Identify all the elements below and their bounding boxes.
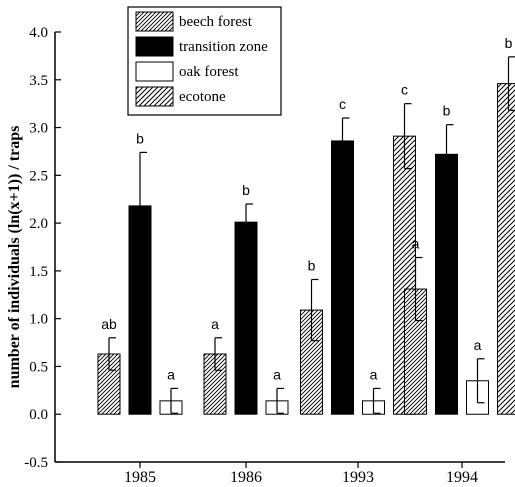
x-tick-label: 1994 [446, 469, 478, 486]
significance-label: ab [101, 316, 117, 332]
legend-label: transition zone [179, 39, 268, 55]
significance-label: a [412, 236, 420, 252]
y-tick-label: 2.0 [29, 216, 48, 232]
bar-solid-black [331, 140, 354, 415]
y-tick-label: 0.0 [29, 407, 48, 423]
legend-label: beech forest [179, 14, 253, 30]
y-tick-label: 1.0 [29, 312, 48, 328]
bar-solid-black [234, 221, 258, 415]
y-tick-label: 3.5 [29, 73, 48, 89]
y-tick-label: 3.0 [29, 121, 48, 137]
legend: beech forest transition zone oak forest eco… [127, 6, 282, 116]
legend-swatch [135, 36, 174, 57]
significance-label: a [211, 316, 219, 332]
axes: -0.5 0.0 0.5 1.0 1.5 2.0 2.5 3.0 3.5 4.0 number of… [6, 25, 505, 486]
significance-label: b [136, 130, 144, 146]
x-tick-label: 1993 [342, 469, 374, 486]
significance-label: b [308, 257, 316, 273]
significance-label: c [339, 96, 346, 112]
significance-label: a [167, 366, 175, 382]
y-tick-label: -0.5 [24, 455, 48, 471]
y-axis-label: number of individuals (ln(x+1)) / traps [6, 126, 23, 389]
significance-label: a [370, 366, 378, 382]
bar-hatch-wide [497, 83, 515, 415]
x-tick-label: 1985 [124, 469, 156, 486]
legend-swatch [135, 11, 174, 32]
y-tick-label: 2.5 [29, 168, 48, 184]
legend-label: ecotone [179, 89, 226, 105]
legend-swatch [135, 61, 174, 82]
significance-label: b [505, 35, 513, 51]
significance-label: a [273, 366, 281, 382]
significance-label: b [242, 182, 250, 198]
x-tick-label: 1986 [230, 469, 262, 486]
y-tick-label: 0.5 [29, 359, 48, 375]
y-tick-label: 4.0 [29, 25, 48, 41]
legend-label: oak forest [179, 64, 239, 80]
y-tick-label: 1.5 [29, 264, 48, 280]
significance-label: a [474, 337, 482, 353]
legend-swatch [135, 86, 174, 107]
significance-label: c [401, 82, 408, 98]
bar-solid-black [435, 153, 458, 415]
significance-label: b [443, 103, 451, 119]
